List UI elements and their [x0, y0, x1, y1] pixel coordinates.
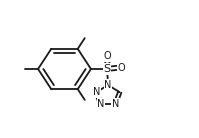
Text: N: N: [93, 87, 100, 97]
Text: S: S: [104, 64, 111, 74]
Text: N: N: [97, 99, 104, 109]
Text: N: N: [104, 80, 112, 90]
Text: O: O: [104, 51, 111, 61]
Text: O: O: [118, 63, 126, 73]
Text: N: N: [112, 99, 119, 109]
